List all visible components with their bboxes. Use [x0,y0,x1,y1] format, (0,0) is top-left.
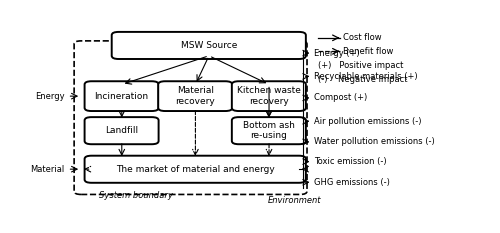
FancyBboxPatch shape [84,117,158,144]
Text: System boundary: System boundary [100,191,173,200]
Text: Landfill: Landfill [105,126,138,135]
FancyBboxPatch shape [232,117,306,144]
FancyBboxPatch shape [232,81,306,111]
Text: Air pollution emissions (-): Air pollution emissions (-) [314,117,422,126]
Text: Cost flow: Cost flow [344,33,382,42]
FancyBboxPatch shape [112,32,306,59]
Text: Environment: Environment [268,196,322,205]
Text: Energy: Energy [35,92,65,101]
Text: MSW Source: MSW Source [180,41,237,50]
Text: (+)   Positive impact: (+) Positive impact [318,61,404,70]
Text: Water pollution emissions (-): Water pollution emissions (-) [314,137,435,146]
Text: Toxic emission (-): Toxic emission (-) [314,157,387,166]
Text: GHG emissions (-): GHG emissions (-) [314,178,390,187]
Text: Material: Material [30,165,65,174]
Text: Recyclable materials (+): Recyclable materials (+) [314,72,418,81]
Text: Energy (+): Energy (+) [314,48,360,58]
FancyBboxPatch shape [84,81,158,111]
Text: Bottom ash
re-using: Bottom ash re-using [243,121,295,140]
Text: Incineration: Incineration [94,92,148,101]
Text: The market of material and energy: The market of material and energy [116,165,274,174]
FancyBboxPatch shape [84,156,306,183]
Text: Benefit flow: Benefit flow [344,47,394,56]
Text: (-)    Negative impact: (-) Negative impact [318,75,408,84]
FancyBboxPatch shape [158,81,232,111]
Text: Material
recovery: Material recovery [176,86,215,106]
Text: Compost (+): Compost (+) [314,93,368,103]
Text: Kitchen waste
recovery: Kitchen waste recovery [237,86,301,106]
